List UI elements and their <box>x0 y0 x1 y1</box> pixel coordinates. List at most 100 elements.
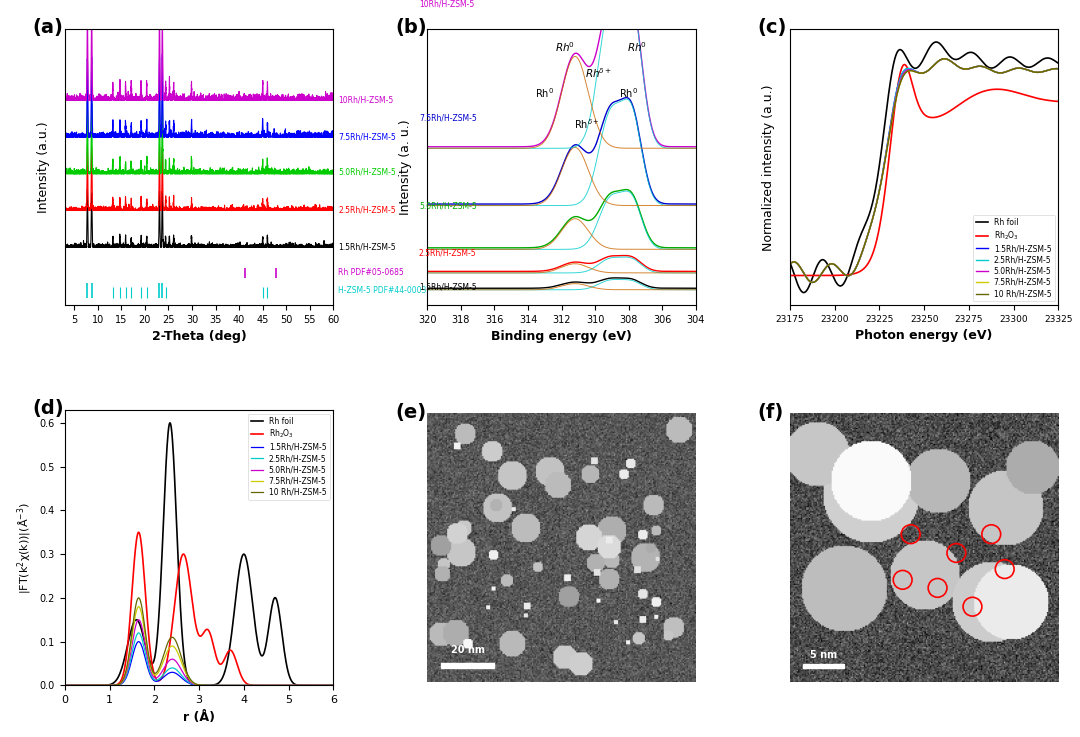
Text: 1.5Rh/H-ZSM-5: 1.5Rh/H-ZSM-5 <box>419 282 476 291</box>
1.5Rh/H-ZSM-5 <box>994 69 1007 77</box>
Rh$_2$O$_3$ <box>993 85 1005 94</box>
7.5Rh/H-ZSM-5 <box>937 55 950 63</box>
Rh foil <box>930 38 943 46</box>
7.5Rh/H-ZSM-5 <box>187 678 200 687</box>
Line: 7.5Rh/H-ZSM-5: 7.5Rh/H-ZSM-5 <box>789 59 1058 282</box>
5.0Rh/H-ZSM-5 <box>321 681 334 690</box>
5.0Rh/H-ZSM-5 <box>783 260 796 269</box>
Legend: Rh foil, Rh$_2$O$_3$, 1.5Rh/H-ZSM-5, 2.5Rh/H-ZSM-5, 5.0Rh/H-ZSM-5, 7.5Rh/H-ZSM-5: Rh foil, Rh$_2$O$_3$, 1.5Rh/H-ZSM-5, 2.5… <box>973 215 1054 301</box>
1.5Rh/H-ZSM-5 <box>807 278 820 287</box>
10 Rh/H-ZSM-5 <box>327 681 340 690</box>
Text: Rh$^0$: Rh$^0$ <box>536 86 554 100</box>
Text: Rh$^0$: Rh$^0$ <box>627 41 647 55</box>
1.5Rh/H-ZSM-5 <box>188 680 201 689</box>
Y-axis label: $|\rm{FT}(k^2\chi(k))|(\AA^{-3})$: $|\rm{FT}(k^2\chi(k))|(\AA^{-3})$ <box>16 502 35 593</box>
1.5Rh/H-ZSM-5 <box>132 638 145 646</box>
Rh foil <box>163 419 176 427</box>
5.0Rh/H-ZSM-5 <box>218 681 231 690</box>
Rh$_2$O$_3$ <box>204 631 217 640</box>
2.5Rh/H-ZSM-5 <box>1052 64 1065 73</box>
5.0Rh/H-ZSM-5 <box>811 275 824 284</box>
Line: 10 Rh/H-ZSM-5: 10 Rh/H-ZSM-5 <box>65 598 334 685</box>
Text: (d): (d) <box>32 399 64 418</box>
Text: H-ZSM-5 PDF#44-0003: H-ZSM-5 PDF#44-0003 <box>338 286 427 295</box>
2.5Rh/H-ZSM-5 <box>132 629 145 638</box>
Rh$_2$O$_3$ <box>783 271 796 280</box>
Rh foil <box>204 681 217 690</box>
Line: 2.5Rh/H-ZSM-5: 2.5Rh/H-ZSM-5 <box>65 633 334 685</box>
Text: (e): (e) <box>395 402 427 422</box>
2.5Rh/H-ZSM-5 <box>902 64 915 73</box>
Line: Rh$_2$O$_3$: Rh$_2$O$_3$ <box>789 65 1058 276</box>
Text: 10Rh/H-ZSM-5: 10Rh/H-ZSM-5 <box>338 96 393 105</box>
10 Rh/H-ZSM-5 <box>811 275 824 284</box>
10 Rh/H-ZSM-5 <box>892 83 905 92</box>
Text: 7.5Rh/H-ZSM-5: 7.5Rh/H-ZSM-5 <box>419 113 476 123</box>
Rh$_2$O$_3$ <box>218 653 231 662</box>
7.5Rh/H-ZSM-5 <box>1052 64 1065 73</box>
7.5Rh/H-ZSM-5 <box>902 66 915 75</box>
1.5Rh/H-ZSM-5 <box>811 275 824 284</box>
2.5Rh/H-ZSM-5 <box>58 681 71 690</box>
Rh$_2$O$_3$ <box>327 681 340 690</box>
Rh foil <box>783 258 796 267</box>
Text: 5 nm: 5 nm <box>810 650 837 660</box>
10 Rh/H-ZSM-5 <box>902 66 915 75</box>
Text: Rh$^0$: Rh$^0$ <box>555 41 575 55</box>
Text: (f): (f) <box>758 402 784 422</box>
1.5Rh/H-ZSM-5 <box>218 681 231 690</box>
5.0Rh/H-ZSM-5 <box>132 615 145 624</box>
2.5Rh/H-ZSM-5 <box>937 55 950 63</box>
2.5Rh/H-ZSM-5 <box>187 680 200 688</box>
Text: 2.5Rh/H-ZSM-5: 2.5Rh/H-ZSM-5 <box>419 248 476 257</box>
7.5Rh/H-ZSM-5 <box>969 63 982 71</box>
1.5Rh/H-ZSM-5 <box>937 55 950 63</box>
Rh$_2$O$_3$ <box>968 91 981 99</box>
2.5Rh/H-ZSM-5 <box>969 63 982 71</box>
7.5Rh/H-ZSM-5 <box>327 681 340 690</box>
Line: 2.5Rh/H-ZSM-5: 2.5Rh/H-ZSM-5 <box>789 59 1058 282</box>
2.5Rh/H-ZSM-5 <box>994 69 1007 77</box>
Rh$_2$O$_3$ <box>188 613 201 622</box>
X-axis label: Binding energy (eV): Binding energy (eV) <box>491 330 632 343</box>
Text: 5.0Rh/H-ZSM-5: 5.0Rh/H-ZSM-5 <box>419 201 476 210</box>
Line: 5.0Rh/H-ZSM-5: 5.0Rh/H-ZSM-5 <box>65 620 334 685</box>
Rh foil <box>321 681 334 690</box>
7.5Rh/H-ZSM-5 <box>279 681 292 690</box>
10 Rh/H-ZSM-5 <box>994 69 1007 77</box>
7.5Rh/H-ZSM-5 <box>807 278 820 287</box>
Rh$_2$O$_3$ <box>132 528 145 537</box>
Text: 10Rh/H-ZSM-5: 10Rh/H-ZSM-5 <box>419 0 474 8</box>
7.5Rh/H-ZSM-5 <box>218 681 231 690</box>
1.5Rh/H-ZSM-5 <box>902 64 915 73</box>
Rh$_2$O$_3$ <box>998 85 1011 94</box>
5.0Rh/H-ZSM-5 <box>902 66 915 74</box>
Text: 20 nm: 20 nm <box>450 645 485 655</box>
Text: (c): (c) <box>758 18 787 38</box>
2.5Rh/H-ZSM-5 <box>279 681 292 690</box>
Rh$_2$O$_3$ <box>58 681 71 690</box>
5.0Rh/H-ZSM-5 <box>188 680 201 688</box>
Rh foil <box>892 46 905 55</box>
Text: Rh PDF#05-0685: Rh PDF#05-0685 <box>338 268 404 277</box>
10 Rh/H-ZSM-5 <box>321 681 334 690</box>
10 Rh/H-ZSM-5 <box>188 679 201 688</box>
Legend: Rh foil, Rh$_2$O$_3$, 1.5Rh/H-ZSM-5, 2.5Rh/H-ZSM-5, 5.0Rh/H-ZSM-5, 7.5Rh/H-ZSM-5: Rh foil, Rh$_2$O$_3$, 1.5Rh/H-ZSM-5, 2.5… <box>248 413 329 500</box>
10 Rh/H-ZSM-5 <box>187 677 200 686</box>
10 Rh/H-ZSM-5 <box>58 681 71 690</box>
7.5Rh/H-ZSM-5 <box>132 602 145 611</box>
Rh foil <box>218 666 231 675</box>
7.5Rh/H-ZSM-5 <box>783 260 796 269</box>
Y-axis label: Intensity (a. u.): Intensity (a. u.) <box>399 119 413 215</box>
1.5Rh/H-ZSM-5 <box>279 681 292 690</box>
5.0Rh/H-ZSM-5 <box>969 63 982 71</box>
5.0Rh/H-ZSM-5 <box>327 681 340 690</box>
2.5Rh/H-ZSM-5 <box>811 275 824 284</box>
10 Rh/H-ZSM-5 <box>218 681 231 690</box>
2.5Rh/H-ZSM-5 <box>783 260 796 269</box>
1.5Rh/H-ZSM-5 <box>187 680 200 689</box>
Line: 10 Rh/H-ZSM-5: 10 Rh/H-ZSM-5 <box>789 59 1058 282</box>
2.5Rh/H-ZSM-5 <box>892 78 905 87</box>
Rh foil <box>187 680 200 689</box>
Rh foil <box>58 681 71 690</box>
